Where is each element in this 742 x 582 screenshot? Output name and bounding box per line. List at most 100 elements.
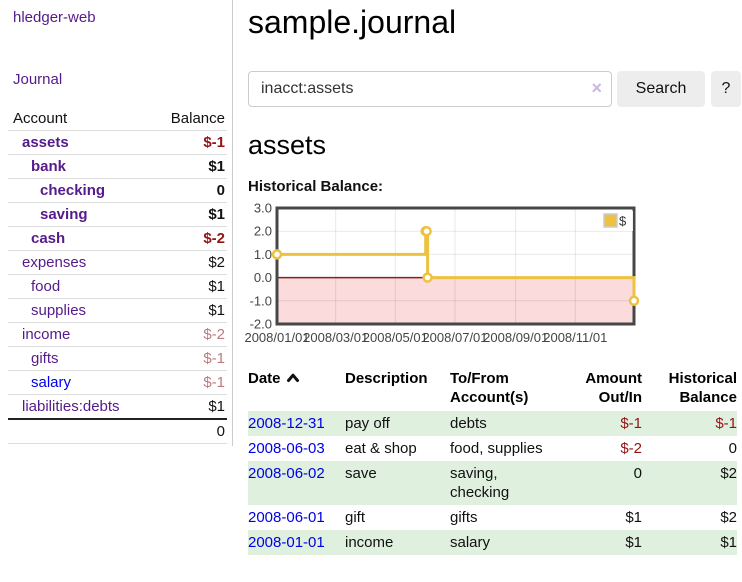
transaction-date-link[interactable]: 2008-06-03 xyxy=(248,440,325,457)
transaction-description: gift xyxy=(345,509,366,526)
account-row: expenses $2 xyxy=(8,250,227,275)
account-link[interactable]: food xyxy=(31,278,61,295)
account-balance: $1 xyxy=(153,154,227,179)
account-balance: $-1 xyxy=(153,370,227,395)
transaction-row: 2008-12-31 pay off debts $-1 $-1 xyxy=(248,411,737,436)
sidebar: hledger-web Journal Account Balance asse… xyxy=(0,0,233,446)
transaction-amount: $-1 xyxy=(620,415,642,432)
account-row: saving $1 xyxy=(8,202,227,227)
svg-text:2.0: 2.0 xyxy=(254,224,272,239)
total-spacer xyxy=(8,418,154,444)
transaction-balance: 0 xyxy=(728,440,737,457)
transaction-description: save xyxy=(345,465,377,482)
account-link[interactable]: supplies xyxy=(31,302,87,319)
sidebar-item-journal[interactable]: Journal xyxy=(13,71,63,88)
account-link[interactable]: checking xyxy=(40,182,106,199)
transaction-accounts: food, supplies xyxy=(450,440,543,457)
account-link[interactable]: liabilities:debts xyxy=(22,398,120,415)
transaction-row: 2008-06-02 save saving, checking 0 $2 xyxy=(248,461,737,505)
register-table: Date Description To/From Account(s) Amou… xyxy=(248,367,737,555)
svg-text:-2.0: -2.0 xyxy=(250,317,272,332)
svg-text:$: $ xyxy=(619,214,627,229)
account-row: bank $1 xyxy=(8,154,227,179)
account-link[interactable]: expenses xyxy=(22,254,87,271)
accounts-table: Account Balance assets $-1 bank $1 checking 0… xyxy=(8,107,227,444)
transaction-balance: $2 xyxy=(720,465,737,482)
svg-text:2008/05/01: 2008/05/01 xyxy=(363,330,428,345)
account-row: liabilities:debts $1 xyxy=(8,394,227,419)
historical-balance-chart: $3.0 2.0 1.0 0.0 -1.0 -2.02008/01/012008/03/0… xyxy=(244,201,640,345)
date-header-label: Date xyxy=(248,370,281,387)
balance-column-header: Balance xyxy=(153,107,227,131)
transaction-row: 2008-06-03 eat & shop food, supplies $-2 0 xyxy=(248,436,737,461)
svg-text:0.0: 0.0 xyxy=(254,270,272,285)
transaction-date-link[interactable]: 2008-01-01 xyxy=(248,534,325,551)
svg-text:2008/03/01: 2008/03/01 xyxy=(303,330,368,345)
chart-title: Historical Balance: xyxy=(248,178,384,195)
account-link[interactable]: bank xyxy=(31,158,67,175)
account-row: salary $-1 xyxy=(8,370,227,395)
account-link[interactable]: income xyxy=(22,326,71,343)
transaction-accounts: saving, checking xyxy=(450,465,510,501)
accounts-total-value: 0 xyxy=(153,418,227,444)
transaction-amount: $1 xyxy=(625,509,642,526)
transaction-amount: 0 xyxy=(633,465,642,482)
account-row: assets $-1 xyxy=(8,131,227,155)
account-link[interactable]: cash xyxy=(31,230,66,247)
account-row: checking 0 xyxy=(8,178,227,203)
search-input-wrap: × xyxy=(248,71,612,107)
transaction-amount: $1 xyxy=(625,534,642,551)
account-row: gifts $-1 xyxy=(8,346,227,371)
svg-text:2008/01/01: 2008/01/01 xyxy=(244,330,309,345)
account-row: cash $-2 xyxy=(8,226,227,251)
search-input[interactable] xyxy=(248,71,612,107)
account-link[interactable]: salary xyxy=(31,374,72,391)
search-button[interactable]: Search xyxy=(617,71,705,107)
accounts-total-row: 0 xyxy=(8,418,227,444)
transaction-description: eat & shop xyxy=(345,440,417,457)
svg-text:-1.0: -1.0 xyxy=(250,293,272,308)
transaction-row: 2008-01-01 income salary $1 $1 xyxy=(248,530,737,555)
transaction-balance: $-1 xyxy=(715,415,737,432)
column-header-description: Description xyxy=(345,370,428,387)
account-link[interactable]: gifts xyxy=(31,350,59,367)
account-balance: 0 xyxy=(153,178,227,203)
account-balance: $2 xyxy=(153,250,227,275)
main-content: sample.journal × Search ? assets Histori… xyxy=(244,0,742,555)
account-balance: $1 xyxy=(153,298,227,323)
account-balance: $-2 xyxy=(153,322,227,347)
transaction-amount: $-2 xyxy=(620,440,642,457)
accounts-column-header: Account xyxy=(8,107,154,131)
transaction-date-link[interactable]: 2008-06-01 xyxy=(248,509,325,526)
svg-text:1.0: 1.0 xyxy=(254,247,272,262)
help-button[interactable]: ? xyxy=(711,71,741,107)
transaction-accounts: salary xyxy=(450,534,491,551)
svg-text:2008/09/01: 2008/09/01 xyxy=(483,330,548,345)
account-link[interactable]: saving xyxy=(40,206,88,223)
account-balance: $-1 xyxy=(203,134,225,151)
account-balance: $-2 xyxy=(153,226,227,251)
svg-text:2008/07/01: 2008/07/01 xyxy=(422,330,487,345)
account-balance: $1 xyxy=(153,202,227,227)
svg-text:2008/11/01: 2008/11/01 xyxy=(543,330,607,345)
clear-search-icon[interactable]: × xyxy=(591,78,602,98)
account-heading: assets xyxy=(248,130,327,160)
brand-link[interactable]: hledger-web xyxy=(13,9,96,26)
account-balance: $1 xyxy=(153,274,227,299)
account-balance: $1 xyxy=(153,394,227,419)
column-header-amount: Amount Out/In xyxy=(585,370,642,406)
account-row: income $-2 xyxy=(8,322,227,347)
account-row: supplies $1 xyxy=(8,298,227,323)
transaction-balance: $2 xyxy=(720,509,737,526)
transaction-date-link[interactable]: 2008-12-31 xyxy=(248,415,325,432)
column-header-balance: Historical Balance xyxy=(668,370,737,406)
search-form: × Search ? xyxy=(248,71,742,107)
transaction-row: 2008-06-01 gift gifts $1 $2 xyxy=(248,505,737,530)
transaction-date-link[interactable]: 2008-06-02 xyxy=(248,465,325,482)
account-link[interactable]: assets xyxy=(22,134,69,151)
transaction-balance: $1 xyxy=(720,534,737,551)
account-row: food $1 xyxy=(8,274,227,299)
sort-ascending-icon xyxy=(286,373,299,382)
account-balance: $-1 xyxy=(153,346,227,371)
column-header-date[interactable]: Date xyxy=(248,367,345,411)
